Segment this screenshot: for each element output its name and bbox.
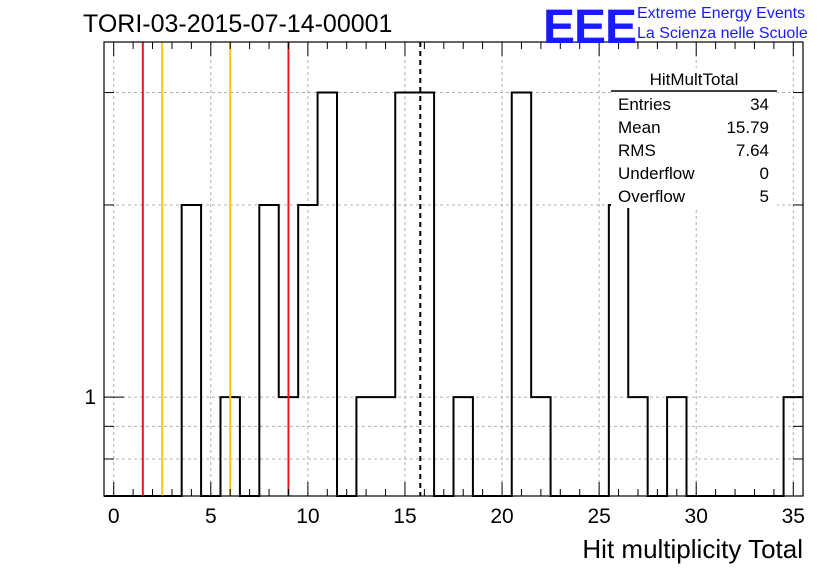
stats-value: 15.79	[726, 118, 769, 137]
stats-label: Mean	[618, 118, 661, 137]
logo-line-1: Extreme Energy Events	[637, 5, 806, 22]
x-tick-label: 5	[205, 505, 217, 528]
x-tick-label: 0	[108, 505, 120, 528]
stats-value: 5	[760, 187, 769, 206]
stats-label: Underflow	[618, 164, 695, 183]
x-axis-label: Hit multiplicity Total	[582, 534, 803, 564]
logo-line-2: La Scienza nelle Scuole	[637, 25, 808, 42]
stats-label: Entries	[618, 95, 671, 114]
x-tick-label: 30	[685, 505, 708, 528]
x-tick-label: 10	[296, 505, 319, 528]
x-tick-label: 15	[393, 505, 416, 528]
stats-value: 0	[760, 164, 769, 183]
x-tick-label: 25	[587, 505, 610, 528]
stats-value: 34	[750, 95, 769, 114]
eee-logo: EEE	[543, 1, 637, 54]
stats-title: HitMultTotal	[650, 70, 739, 89]
stats-value: 7.64	[736, 141, 769, 160]
y-tick-label: 1	[84, 386, 96, 409]
stats-label: Overflow	[618, 187, 686, 206]
x-tick-label: 35	[782, 505, 805, 528]
plot-frame	[103, 41, 804, 497]
stats-label: RMS	[618, 141, 656, 160]
chart-title: TORI-03-2015-07-14-00001	[83, 10, 393, 38]
x-tick-label: 20	[490, 505, 513, 528]
